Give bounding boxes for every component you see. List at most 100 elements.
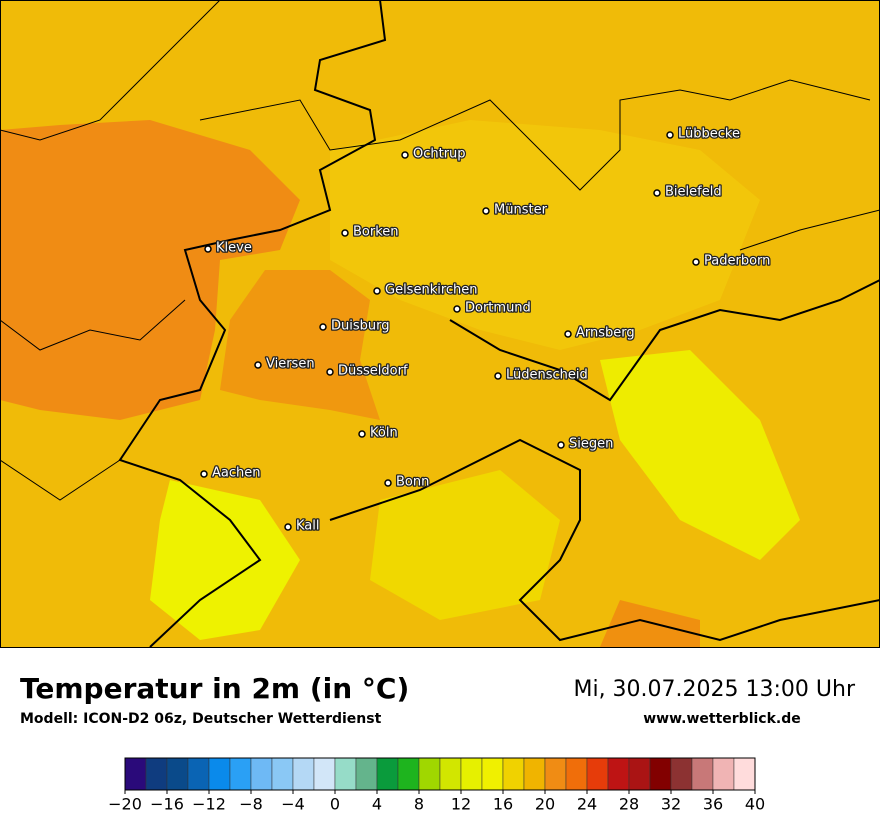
colorbar-tick-label: 36 bbox=[703, 795, 723, 814]
city-dot bbox=[284, 523, 292, 531]
colorbar-tick-label: 0 bbox=[330, 795, 340, 814]
colorbar-swatch bbox=[271, 757, 294, 791]
colorbar-swatch bbox=[649, 757, 672, 791]
colorbar-swatch bbox=[628, 757, 651, 791]
colorbar-swatch bbox=[670, 757, 693, 791]
colorbar-tick-label: 4 bbox=[372, 795, 382, 814]
colorbar-swatch bbox=[292, 757, 315, 791]
city-label: Borken bbox=[353, 225, 399, 240]
city-dot bbox=[401, 151, 409, 159]
colorbar-swatch bbox=[439, 757, 462, 791]
colorbar-swatch bbox=[355, 757, 378, 791]
temp-zone bbox=[220, 270, 380, 420]
colorbar-swatch bbox=[502, 757, 525, 791]
temp-zone bbox=[370, 470, 560, 620]
colorbar-swatch bbox=[166, 757, 189, 791]
colorbar-swatch bbox=[586, 757, 609, 791]
temp-zone bbox=[330, 120, 760, 350]
colorbar-swatch bbox=[313, 757, 336, 791]
colorbar-swatch bbox=[187, 757, 210, 791]
city-label: Duisburg bbox=[331, 319, 390, 334]
colorbar-swatch bbox=[481, 757, 504, 791]
city-dot bbox=[373, 287, 381, 295]
city-label: Paderborn bbox=[704, 254, 770, 269]
city-label: Düsseldorf bbox=[338, 364, 408, 379]
city-label: Kleve bbox=[216, 241, 252, 256]
city-label: Arnsberg bbox=[576, 326, 635, 341]
map: Lübbecke Ochtrup Bielefeld Münster Borken Kle… bbox=[0, 0, 880, 648]
city-label: Dortmund bbox=[465, 301, 531, 316]
city-dot bbox=[653, 189, 661, 197]
temp-zone bbox=[0, 120, 300, 420]
colorbar-swatch bbox=[565, 757, 588, 791]
city-layer: Lübbecke Ochtrup Bielefeld Münster Borken Kle… bbox=[200, 125, 772, 535]
borders bbox=[0, 0, 880, 648]
colorbar-tick-label: 40 bbox=[745, 795, 765, 814]
city-dot bbox=[482, 207, 490, 215]
city-label: Ochtrup bbox=[413, 147, 466, 162]
city-label: Lübbecke bbox=[678, 127, 740, 142]
colorbar-swatch bbox=[376, 757, 399, 791]
colorbar-swatch bbox=[460, 757, 483, 791]
colorbar-swatch bbox=[607, 757, 630, 791]
colorbar-tick-label: 16 bbox=[493, 795, 513, 814]
colorbar-swatch bbox=[523, 757, 546, 791]
website: www.wetterblick.de bbox=[643, 711, 801, 727]
colorbar-tick-label: 20 bbox=[535, 795, 555, 814]
city-label: Bielefeld bbox=[665, 185, 722, 200]
colorbar-swatch bbox=[208, 757, 231, 791]
city-label: Viersen bbox=[266, 357, 315, 372]
city-dot bbox=[358, 430, 366, 438]
colorbar-swatch bbox=[334, 757, 357, 791]
city-dot bbox=[200, 470, 208, 478]
colorbar-swatch bbox=[124, 757, 147, 791]
model-info: Modell: ICON-D2 06z, Deutscher Wetterdie… bbox=[20, 711, 382, 727]
colorbar-swatch bbox=[712, 757, 735, 791]
colorbar-tick-label: 28 bbox=[619, 795, 639, 814]
colorbar-tick-label: 32 bbox=[661, 795, 681, 814]
temp-zone bbox=[150, 480, 300, 640]
city-dot bbox=[692, 258, 700, 266]
colorbar-tick-label: 12 bbox=[451, 795, 471, 814]
colorbar-tick-label: −4 bbox=[281, 795, 305, 814]
colorbar-swatch bbox=[229, 757, 252, 791]
colorbar-swatch bbox=[544, 757, 567, 791]
colorbar-tick-label: 24 bbox=[577, 795, 597, 814]
city-label: Münster bbox=[494, 203, 548, 218]
city-dot bbox=[204, 245, 212, 253]
colorbar: −20 −16 −12 −8 −4 0 4 8 12 16 20 24 28 32 36 40 bbox=[108, 757, 765, 814]
colorbar-swatch bbox=[691, 757, 714, 791]
city-label: Aachen bbox=[212, 466, 260, 481]
temp-zone bbox=[600, 350, 800, 560]
city-dot bbox=[494, 372, 502, 380]
city-label: Kall bbox=[296, 519, 320, 534]
city-label: Gelsenkirchen bbox=[385, 283, 478, 298]
city-dot bbox=[384, 479, 392, 487]
city-dot bbox=[666, 131, 674, 139]
city-dot bbox=[564, 330, 572, 338]
city-dot bbox=[254, 361, 262, 369]
colorbar-frame bbox=[124, 757, 756, 791]
colorbar-swatch bbox=[397, 757, 420, 791]
city-label: Bonn bbox=[396, 475, 429, 490]
city-label: Köln bbox=[370, 426, 398, 441]
city-dot bbox=[319, 323, 327, 331]
city-dot bbox=[557, 441, 565, 449]
city-label: Siegen bbox=[569, 437, 613, 452]
city-dot bbox=[341, 229, 349, 237]
colorbar-tick-label: −8 bbox=[239, 795, 263, 814]
colorbar-swatch bbox=[733, 757, 756, 791]
colorbar-swatch bbox=[145, 757, 168, 791]
city-dot bbox=[326, 368, 334, 376]
colorbar-tick-label: −12 bbox=[192, 795, 226, 814]
colorbar-tick-label: −16 bbox=[150, 795, 184, 814]
city-label: Lüdenscheid bbox=[506, 368, 588, 383]
datetime: Mi, 30.07.2025 13:00 Uhr bbox=[573, 677, 855, 702]
colorbar-tick-label: 8 bbox=[414, 795, 424, 814]
title: Temperatur in 2m (in °C) bbox=[20, 672, 409, 705]
colorbar-swatch bbox=[250, 757, 273, 791]
colorbar-tick-label: −20 bbox=[108, 795, 142, 814]
colorbar-swatch bbox=[418, 757, 441, 791]
city-dot bbox=[453, 305, 461, 313]
